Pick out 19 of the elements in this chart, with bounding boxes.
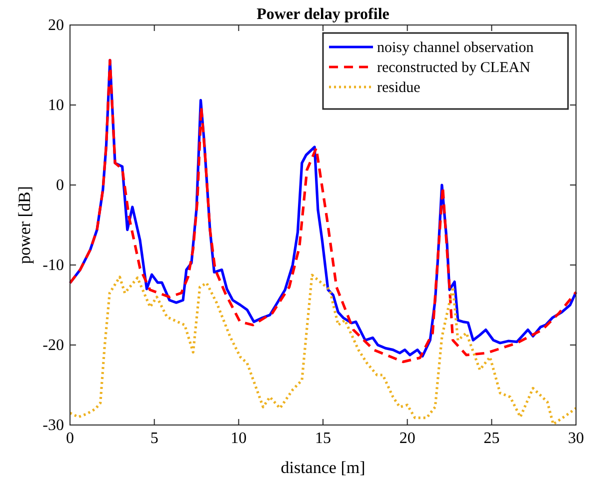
- legend-label: noisy channel observation: [377, 40, 534, 56]
- y-tick-label: -30: [42, 417, 64, 434]
- line-series: [68, 274, 578, 426]
- chart-title: Power delay profile: [256, 6, 390, 23]
- x-tick-label: 10: [230, 430, 247, 447]
- legend-label: reconstructed by CLEAN: [377, 60, 530, 76]
- x-tick-label: 5: [150, 430, 158, 447]
- y-tick-label: -20: [42, 337, 64, 354]
- x-tick-label: 20: [399, 430, 416, 447]
- y-tick-label: 10: [48, 97, 64, 114]
- y-tick-label: -10: [42, 257, 64, 274]
- y-tick-label: 0: [56, 177, 64, 194]
- x-axis-title: distance [m]: [280, 458, 366, 477]
- y-axis-title: power [dB]: [15, 186, 34, 264]
- x-tick-label: 25: [484, 430, 500, 447]
- x-tick-label: 15: [315, 430, 331, 447]
- y-tick-label: 20: [48, 17, 64, 34]
- x-tick-label: 30: [568, 430, 584, 447]
- legend-label: residue: [377, 80, 421, 96]
